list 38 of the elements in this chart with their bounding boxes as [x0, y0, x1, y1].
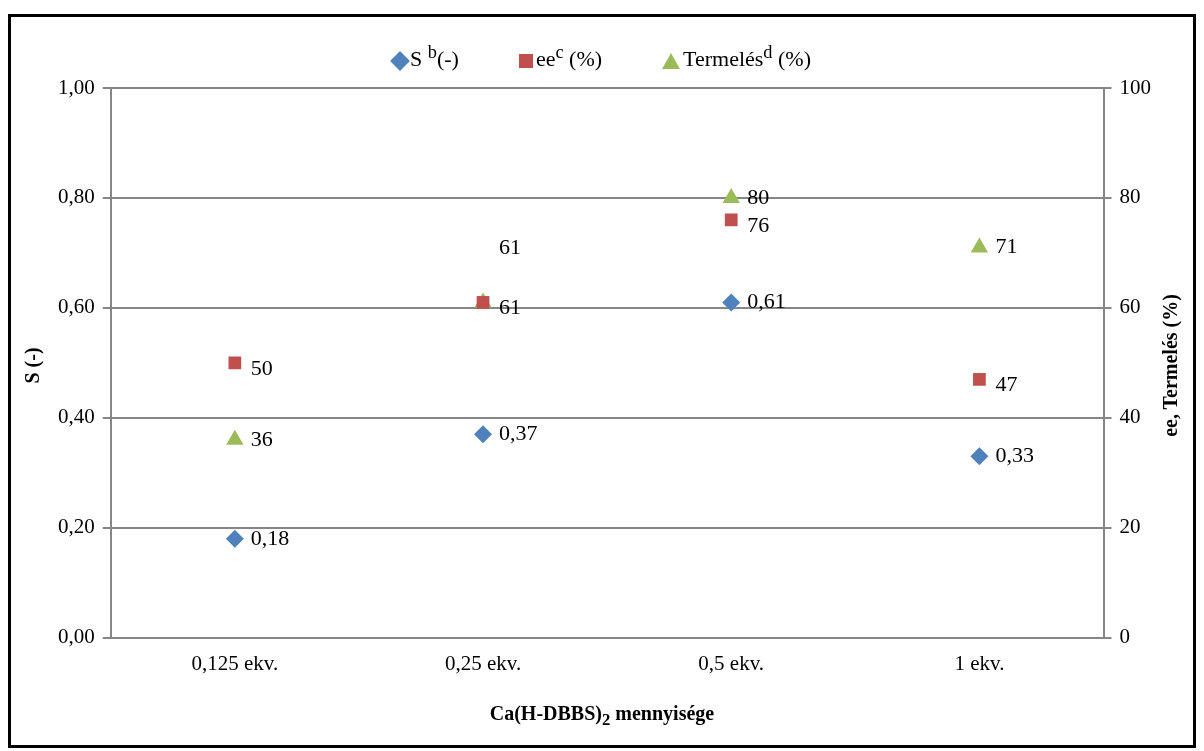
point: [474, 425, 493, 444]
data-label: 0,37: [499, 420, 538, 446]
y2-tick-label: 0: [1119, 624, 1130, 649]
legend-label: S $^{b}$(-): [409, 42, 459, 72]
y2-tick-label: 80: [1119, 184, 1141, 209]
data-label: 80: [747, 183, 770, 209]
y-tick-label: 0,00: [58, 624, 95, 649]
x-tick-label: 0,125 ekv.: [191, 650, 279, 675]
y-tick-label: 1,00: [58, 74, 95, 99]
point: [970, 447, 989, 466]
x-tick-label: 0,5 ekv.: [698, 650, 765, 675]
data-label: 71: [995, 233, 1018, 259]
x-tick-label: 0,25 ekv.: [444, 650, 522, 675]
data-label: 61: [499, 234, 522, 260]
data-label: 0,33: [995, 442, 1034, 468]
y-tick-label: 0,80: [58, 184, 95, 209]
y2-tick-label: 100: [1119, 74, 1151, 99]
x-tick-label: 1 ekv.: [954, 650, 1005, 675]
data-label: 50: [250, 354, 273, 380]
data-label: 76: [747, 211, 770, 237]
y2-tick-label: 40: [1119, 404, 1141, 429]
y-tick-label: 0,60: [58, 294, 95, 319]
data-label: 0,18: [250, 524, 290, 550]
data-label: 47: [995, 371, 1018, 397]
y-tick-label: 0,40: [58, 404, 95, 429]
y2-axis-title: ee, Termelés (%): [1158, 293, 1182, 437]
y-axis-title: S (-): [20, 346, 44, 384]
y2-tick-label: 60: [1119, 294, 1141, 319]
y-tick-label: 0,20: [58, 514, 95, 539]
x-axis-title: Ca(H-DBBS)$_{2}$ mennyisége: [488, 702, 716, 730]
legend-label: ee$^{c}$ (%): [535, 42, 603, 72]
data-label: 0,61: [747, 288, 786, 314]
point: [722, 293, 741, 312]
y2-tick-label: 20: [1119, 514, 1141, 539]
data-label: 36: [250, 425, 273, 451]
legend-label: Termelés$^{d}$ (%): [683, 42, 812, 72]
point: [225, 529, 244, 548]
data-label: 61: [499, 294, 522, 320]
